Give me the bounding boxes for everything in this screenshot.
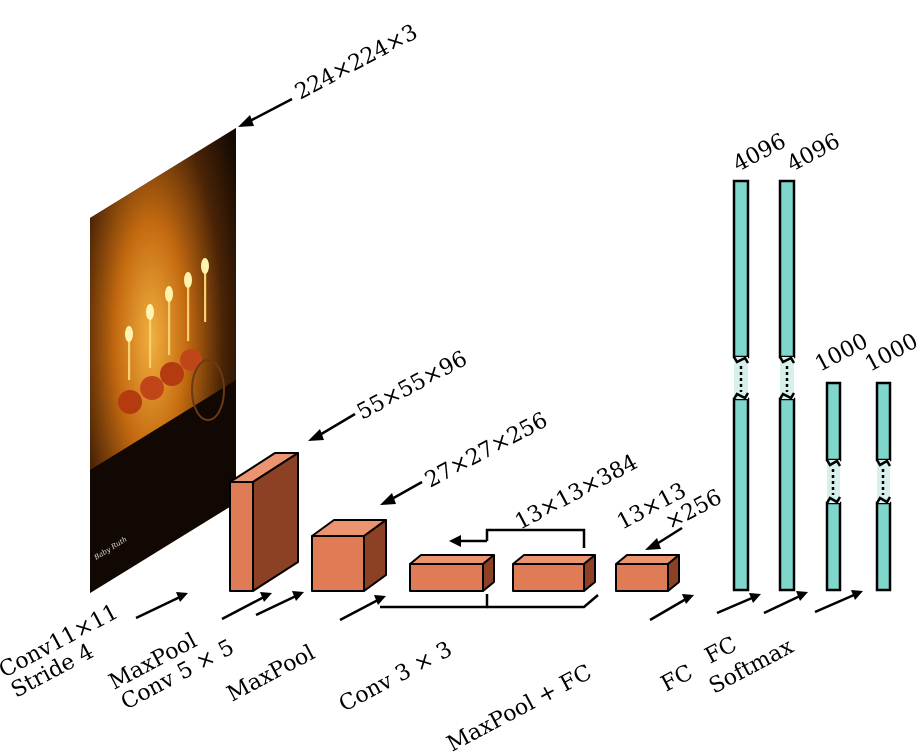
fc2-size-label: 4096 bbox=[783, 129, 844, 177]
fc3-bar bbox=[825, 381, 842, 592]
dimension-arrows bbox=[247, 97, 683, 547]
fc1-size-label: 4096 bbox=[729, 129, 790, 177]
conv1-block bbox=[229, 452, 299, 592]
arrowhead bbox=[449, 535, 461, 547]
op-maxpool-b-label: MaxPool bbox=[223, 640, 319, 707]
softmax-size-label: 1000 bbox=[861, 329, 920, 377]
split-path-connectors bbox=[380, 528, 599, 609]
pool1-dimension-label: 27×27×256 bbox=[421, 408, 552, 493]
op-conv3-label: Conv 3 × 3 bbox=[335, 637, 456, 717]
fc2-bar bbox=[778, 179, 796, 592]
candle-flames bbox=[125, 258, 209, 380]
op-fc1-label: FC bbox=[657, 660, 697, 697]
fc1-bar bbox=[732, 179, 750, 592]
pool1-block bbox=[311, 519, 387, 592]
input-image: Baby Ruth bbox=[90, 128, 236, 593]
apples bbox=[118, 349, 202, 414]
op-maxpool-fc-label: MaxPool + FC bbox=[443, 660, 596, 754]
softmax-bar bbox=[875, 381, 892, 592]
operation-arrows bbox=[135, 593, 855, 622]
dimension-arrowheads bbox=[238, 115, 661, 550]
conv3-block bbox=[409, 554, 495, 592]
conv5-block bbox=[615, 554, 680, 592]
input-dimension-label: 224×224×3 bbox=[291, 20, 422, 105]
conv1-dimension-label: 55×55×96 bbox=[353, 346, 471, 425]
operation-arrowheads bbox=[176, 590, 863, 605]
conv4-block bbox=[512, 554, 596, 592]
